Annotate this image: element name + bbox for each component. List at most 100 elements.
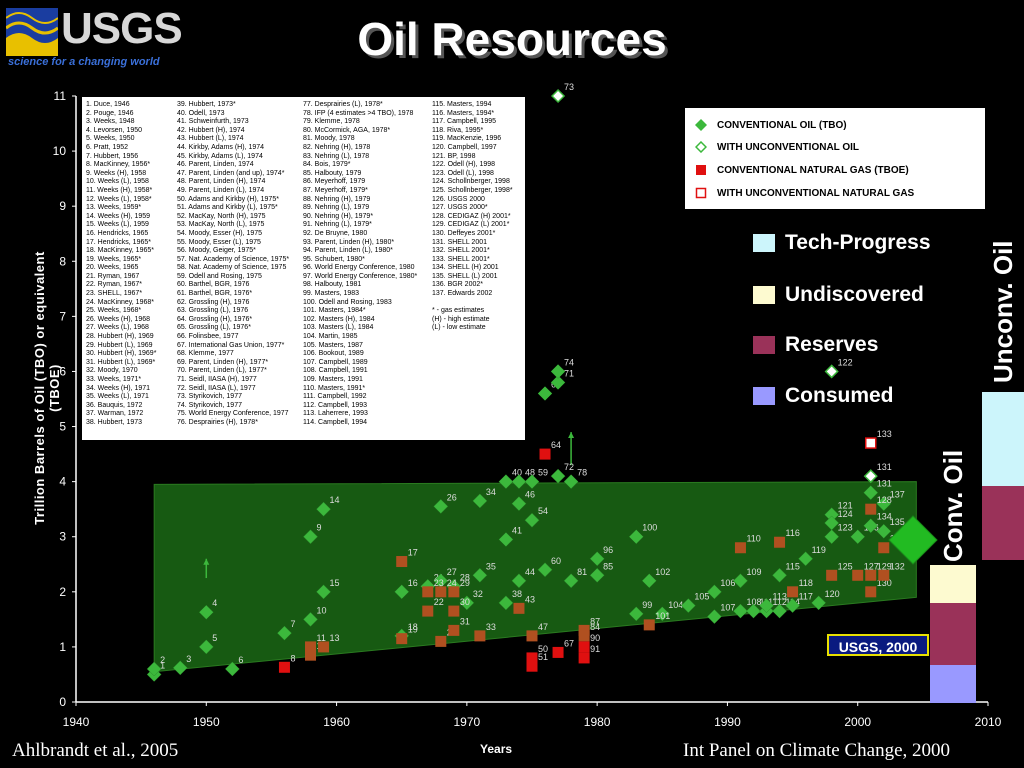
- reference-entry: 123. Odell (L), 1998: [432, 169, 494, 177]
- y-tick-label: 4: [59, 475, 66, 489]
- point-label: 84: [590, 622, 600, 632]
- reference-entry: 120. Campbell, 1997: [432, 143, 497, 151]
- point-label: 116: [786, 528, 800, 538]
- reference-entry: 60. Barthel, BGR, 1976: [177, 281, 250, 289]
- reference-entry: 7. Hubbert, 1956: [86, 152, 139, 160]
- x-tick-label: 1990: [714, 715, 741, 729]
- reference-entry: 68. Klemme, 1977: [177, 350, 234, 358]
- point-label: 122: [838, 357, 853, 367]
- undiscovered-swatch: [753, 286, 775, 304]
- reference-entry: 1. Duce, 1946: [86, 101, 130, 108]
- point-label: 135: [890, 517, 905, 527]
- point-label: 131: [877, 462, 892, 472]
- reference-column-2: 39. Hubbert, 1973* 40. Odell, 1973 41. Sch…: [177, 101, 289, 428]
- reference-entry: 53. MacKay, North (L), 1975: [177, 221, 265, 229]
- reference-entry: 128. CEDIGAZ (H) 2001*: [432, 212, 511, 220]
- conventional-oil-point: [198, 604, 214, 620]
- footer-citation-right: Int Panel on Climate Change, 2000: [683, 740, 951, 761]
- conventional-oil-point: [654, 606, 670, 622]
- conventional-oil-point: [303, 612, 318, 627]
- point-label: 131: [877, 479, 892, 489]
- reference-entry: 35. Weeks (L), 1971: [86, 393, 149, 401]
- conventional-gas-point: [578, 652, 590, 664]
- conventional-oil-point: [785, 598, 800, 613]
- conventional-gas-point: [526, 660, 538, 672]
- conv-undiscovered-bar: [930, 565, 976, 603]
- point-label: 5: [212, 633, 217, 643]
- conventional-oil-point: [498, 532, 514, 547]
- point-label: 91: [590, 644, 600, 654]
- marker-legend: CONVENTIONAL OIL (TBO) WITH UNCONVENTION…: [685, 108, 985, 209]
- legend-label: WITH UNCONVENTIONAL OIL: [717, 141, 860, 153]
- point-label: 1: [160, 660, 165, 670]
- reference-entry: 65. Grossling (L), 1976*: [177, 324, 251, 332]
- y-tick-label: 3: [59, 530, 66, 544]
- reference-entry: 84. Bois, 1979*: [303, 161, 351, 169]
- reference-entry: 91. Nehring (L), 1979*: [303, 221, 372, 229]
- slide-title: Oil Resources: [357, 13, 667, 65]
- unconventional-oil-point: [824, 364, 839, 379]
- conventional-oil-point: [798, 551, 813, 567]
- point-label: 90: [590, 633, 600, 643]
- conventional-gas-point: [305, 649, 317, 661]
- point-label: 99: [642, 600, 652, 610]
- point-label: 18: [408, 622, 418, 632]
- point-label: 43: [525, 594, 535, 604]
- conventional-gas-point: [278, 661, 290, 673]
- conventional-oil-point: [303, 529, 318, 545]
- conventional-oil-point: [316, 501, 331, 517]
- reference-entry: 43. Hubbert (L), 1974: [177, 135, 244, 143]
- reference-entry: 37. Warman, 1972: [86, 410, 144, 418]
- conventional-oil-point: [733, 573, 748, 589]
- reference-entry: 93. Parent, Linden (H), 1980*: [303, 238, 395, 246]
- reference-entry: 85. Halbouty, 1979: [303, 169, 362, 177]
- point-label: 129: [877, 561, 892, 571]
- point-label: 31: [460, 616, 470, 626]
- reference-entry: 98. Halbouty, 1981: [303, 281, 362, 289]
- legend-entry-unconventional-oil: WITH UNCONVENTIONAL OIL: [695, 139, 859, 155]
- reference-entry: 82. Nehring (H), 1978: [303, 143, 371, 151]
- conventional-gas-point: [852, 569, 864, 581]
- conventional-oil-point: [628, 529, 644, 545]
- reference-entry: 115. Masters, 1994: [432, 101, 492, 108]
- reference-entry: 61. Barthel, BGR, 1976*: [177, 290, 253, 298]
- reference-entry: 94. Parent, Linden (L), 1980*: [303, 247, 393, 255]
- unconv-oil-label: Unconv. Oil: [988, 240, 1018, 383]
- conventional-gas-point: [878, 542, 890, 554]
- reference-entry: 29. Hubbert (L), 1969: [86, 341, 153, 349]
- legend-entry-unconventional-gas: WITH UNCONVENTIONAL NATURAL GAS: [695, 185, 914, 201]
- reference-entry: 8. MacKinney, 1956*: [86, 161, 151, 169]
- reference-entry: 9. Weeks (H), 1958: [86, 169, 147, 177]
- reference-entry: 106. Bookout, 1989: [303, 350, 364, 358]
- reference-entry: 124. Schollnberger, 1998: [432, 178, 510, 186]
- legend-label: CONVENTIONAL OIL (TBO): [717, 119, 847, 131]
- reference-entry: 90. Nehring (H), 1979*: [303, 212, 374, 220]
- conventional-oil-point: [824, 529, 840, 545]
- point-label: 13: [330, 633, 340, 643]
- conventional-oil-point: [759, 598, 774, 613]
- conv-reserves-bar: [930, 603, 976, 665]
- point-label: 15: [330, 578, 340, 588]
- reference-entry: 59. Odell and Rosing, 1975: [177, 272, 262, 280]
- point-label: 110: [746, 534, 760, 544]
- conventional-oil-point: [550, 468, 566, 484]
- reference-entry: 100. Odell and Rosing, 1983: [303, 298, 392, 306]
- reference-entry: * - gas estimates: [432, 307, 485, 315]
- point-label: 16: [408, 578, 418, 588]
- reference-entry: 88. Nehring (H), 1979: [303, 195, 371, 203]
- conventional-gas-point: [865, 586, 877, 598]
- point-label: 127: [864, 561, 879, 571]
- reference-entry: 101. Masters, 1984*: [303, 307, 366, 315]
- point-label: 19: [408, 625, 418, 635]
- conventional-oil-point: [850, 529, 866, 545]
- reference-entry: 28. Hubbert (H), 1969: [86, 333, 154, 341]
- point-label: 137: [890, 490, 905, 500]
- reference-entry: 57. Nat. Academy of Science, 1975*: [177, 255, 290, 263]
- conventional-oil-point: [563, 474, 579, 489]
- conventional-gas-point: [878, 569, 890, 581]
- conventional-oil-point: [498, 474, 514, 489]
- conventional-oil-point: [563, 573, 579, 589]
- y-tick-label: 11: [54, 89, 67, 103]
- x-tick-label: 1960: [323, 715, 350, 729]
